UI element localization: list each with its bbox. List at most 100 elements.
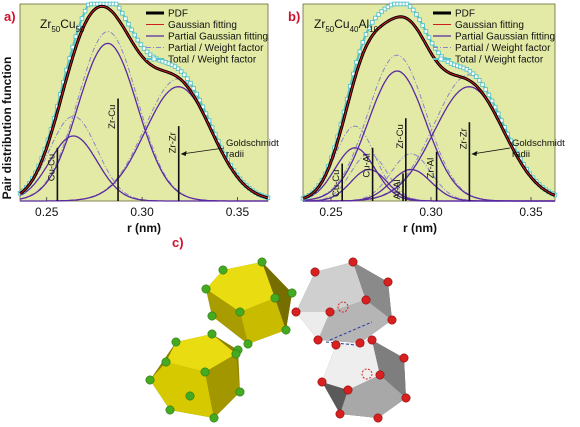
legend-entry: Total / Weight factor	[455, 55, 544, 66]
x-axis-title-a: r (nm)	[127, 221, 161, 235]
green-vertices	[145, 257, 297, 423]
x-axis-title-b: r (nm)	[403, 221, 437, 235]
total-weight-marker	[420, 23, 425, 28]
total-weight-marker	[433, 46, 438, 51]
legend-entry: Total / Weight factor	[168, 55, 257, 66]
x-tick-label: 0.35	[519, 205, 543, 219]
x-tick-label: 0.25	[319, 205, 343, 219]
green-atom	[231, 349, 241, 359]
x-tick-label: 0.30	[419, 205, 443, 219]
red-atom	[310, 267, 320, 277]
red-atom	[343, 385, 353, 395]
x-ticks-a: 0.25 0.30 0.35	[35, 197, 249, 219]
green-atom	[218, 265, 228, 275]
total-weight-marker	[426, 35, 432, 40]
legend-entry: PDF	[168, 9, 188, 20]
red-atom	[331, 340, 341, 350]
red-vertices	[291, 257, 411, 423]
total-weight-marker	[73, 34, 79, 39]
grey-polyhedron-lower-face-front	[340, 375, 406, 418]
total-weight-marker	[473, 74, 479, 79]
red-atom	[291, 307, 301, 317]
red-atom	[401, 393, 411, 403]
goldschmidt-label-al-al: Al-Al	[392, 179, 403, 199]
total-weight-marker	[113, 1, 119, 7]
total-weight-marker	[141, 46, 147, 51]
total-weight-marker	[470, 71, 476, 76]
total-weight-marker	[185, 76, 190, 81]
total-weight-marker	[379, 9, 384, 14]
center-atom-upper	[337, 301, 349, 313]
total-weight-marker	[76, 24, 82, 30]
total-weight-marker	[135, 37, 141, 43]
total-weight-marker	[79, 16, 85, 21]
green-atom	[145, 375, 155, 385]
goldschmidt-label-cu-al: Cu-Al	[362, 154, 373, 178]
panel-c: c)	[145, 235, 411, 423]
legend-entry: Partial Gaussian fitting	[168, 32, 268, 43]
x-tick-label: 0.35	[226, 205, 250, 219]
x-tick-label: 0.30	[130, 205, 154, 219]
red-atom	[399, 353, 409, 363]
gaussian-fit-line	[19, 5, 269, 199]
panel-c-label: c)	[172, 235, 184, 250]
green-atom	[243, 339, 253, 349]
grey-polyhedron-lower-face-top	[322, 340, 380, 390]
total-weight-marker	[147, 52, 153, 57]
partial-weight-zr-cu	[302, 54, 555, 202]
total-weight-marker	[132, 32, 137, 38]
green-atom	[257, 257, 267, 267]
total-weight-marker	[357, 49, 362, 54]
green-atom	[207, 311, 217, 321]
legend-entry: PDF	[455, 9, 475, 20]
goldschmidt-label-cu-cu: Cu-Cu	[46, 154, 57, 181]
total-weight-marker	[138, 42, 144, 47]
total-weight-marker	[407, 4, 413, 9]
total-weight-marker	[197, 97, 203, 103]
green-atom	[165, 405, 175, 415]
total-weight-marker	[489, 98, 495, 104]
red-atom	[317, 377, 327, 387]
annotation-line: radii	[512, 149, 530, 160]
green-atom	[185, 391, 195, 401]
red-atom	[367, 335, 377, 345]
red-atom	[373, 413, 383, 423]
annotation-arrowhead	[471, 151, 478, 156]
red-atom	[383, 277, 393, 287]
total-weight-marker	[360, 40, 366, 45]
total-weight-marker	[417, 17, 422, 22]
green-atom	[281, 325, 291, 335]
red-atom	[325, 307, 335, 317]
legend-entry: Partial / Weight factor	[168, 43, 264, 54]
polyhedron-upper-face-top	[206, 262, 275, 312]
yellow-polyhedra-cluster	[145, 257, 297, 423]
legend-entry: Partial Gaussian fitting	[455, 32, 555, 43]
red-atom	[335, 409, 345, 419]
grey-polyhedron-upper-face-top	[296, 262, 366, 312]
total-weight-marker	[363, 32, 369, 37]
red-atom	[355, 338, 365, 348]
annotation-arrowhead	[180, 151, 187, 156]
polyhedron-lower-face-top	[166, 334, 236, 372]
annotation-arrow	[181, 147, 225, 155]
total-weight-marker	[123, 16, 128, 21]
panel-b: b) Cu-Cu Cu-Al Zr-Cu Al-Al Zr-Al Zr-Zr Zr50Cu…	[288, 1, 565, 235]
legend-marker	[438, 56, 444, 62]
polyhedron-upper-face-side	[206, 289, 248, 344]
red-atom	[375, 370, 385, 380]
total-weight-marker	[429, 40, 435, 46]
red-atom	[387, 315, 397, 325]
total-weight-marker	[354, 60, 359, 65]
total-weight-marker	[366, 25, 372, 31]
panel-a-label: a)	[4, 9, 16, 24]
total-weight-marker	[182, 72, 187, 78]
total-weight-marker	[188, 80, 193, 86]
total-weight-marker	[175, 66, 181, 72]
gaussian-fit-line	[302, 16, 556, 199]
total-weight-marker	[373, 15, 378, 21]
total-weight-marker	[423, 29, 429, 34]
